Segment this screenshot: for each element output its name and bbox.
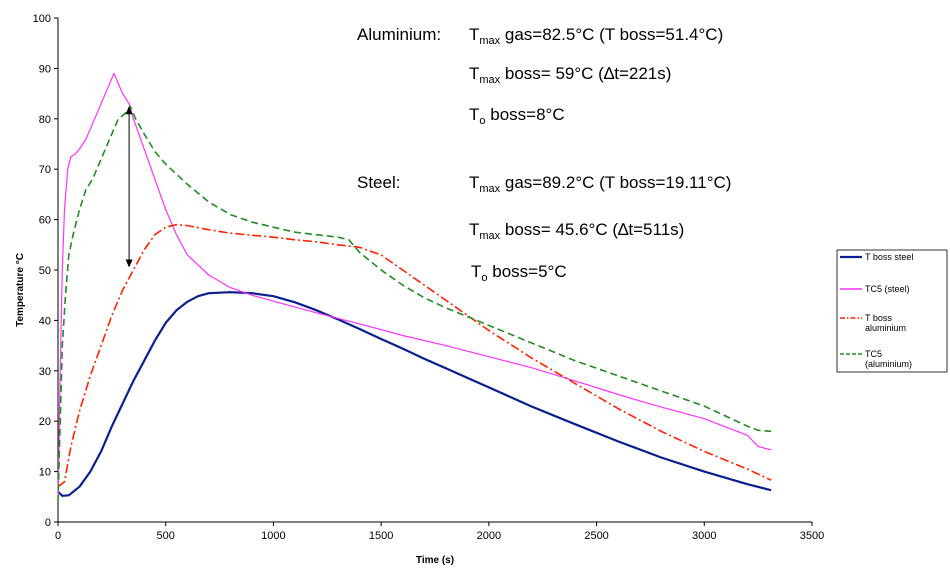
x-tick-label: 3000 bbox=[692, 530, 716, 542]
y-tick-label: 100 bbox=[33, 13, 51, 25]
aluminium-tmax-boss: Tmax boss= 59°C (∆t=221s) bbox=[469, 64, 671, 86]
y-tick-label: 80 bbox=[39, 114, 51, 126]
y-axis-title: Temperature °C bbox=[15, 253, 26, 327]
x-tick-label: 2000 bbox=[477, 530, 501, 542]
y-tick-label: 60 bbox=[39, 215, 51, 227]
steel-to-boss: To boss=5°C bbox=[471, 262, 567, 284]
steel-tmax-gas: Tmax gas=89.2°C (T boss=19.11°C) bbox=[469, 173, 731, 195]
x-tick-label: 1500 bbox=[369, 530, 393, 542]
x-tick-label: 1000 bbox=[261, 530, 285, 542]
x-tick-label: 500 bbox=[157, 530, 175, 542]
legend-label-1: T boss steel bbox=[865, 252, 913, 262]
steel-tmax-boss: Tmax boss= 45.6°C (∆t=511s) bbox=[469, 220, 684, 242]
y-tick-label: 50 bbox=[39, 265, 51, 277]
legend-label-2: TC5 (steel) bbox=[865, 284, 910, 294]
arrow-head-down bbox=[126, 259, 133, 267]
y-tick-label: 30 bbox=[39, 366, 51, 378]
series-line-1 bbox=[58, 292, 771, 496]
x-tick-label: 2500 bbox=[584, 530, 608, 542]
temperature-drop-arrow bbox=[126, 106, 133, 267]
aluminium-label: Aluminium: bbox=[357, 25, 441, 44]
steel-label: Steel: bbox=[357, 173, 400, 192]
y-tick-label: 40 bbox=[39, 315, 51, 327]
y-tick-label: 20 bbox=[39, 416, 51, 428]
series-line-2 bbox=[58, 73, 771, 501]
x-tick-label: 0 bbox=[55, 530, 61, 542]
series-line-3 bbox=[58, 225, 771, 487]
y-tick-label: 10 bbox=[39, 467, 51, 479]
x-tick-label: 3500 bbox=[800, 530, 824, 542]
x-axis-title: Time (s) bbox=[416, 555, 454, 566]
series-group bbox=[58, 73, 771, 501]
y-tick-label: 0 bbox=[45, 517, 51, 529]
aluminium-to-boss: To boss=8°C bbox=[469, 105, 565, 127]
annotations: Aluminium: Tmax gas=82.5°C (T boss=51.4°… bbox=[357, 25, 731, 284]
y-tick-label: 70 bbox=[39, 164, 51, 176]
y-tick-label: 90 bbox=[39, 63, 51, 75]
series-line-4 bbox=[58, 106, 771, 502]
aluminium-tmax-gas: Tmax gas=82.5°C (T boss=51.4°C) bbox=[469, 25, 723, 47]
